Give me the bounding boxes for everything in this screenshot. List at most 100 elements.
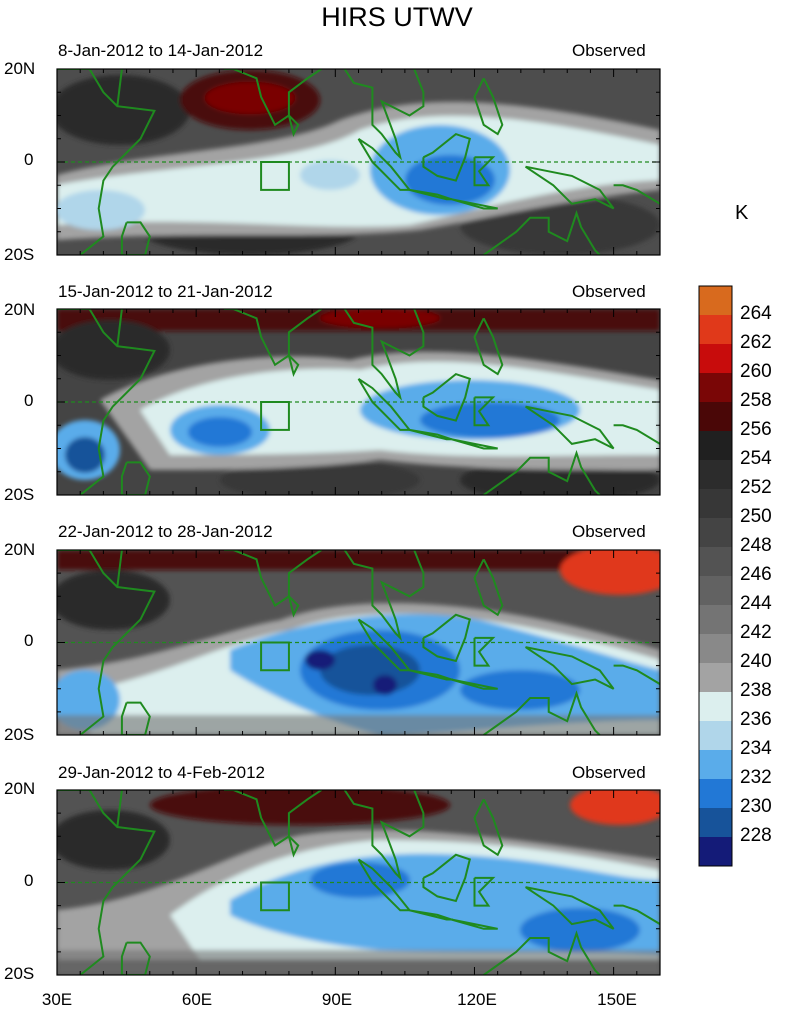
coastline — [451, 918, 498, 930]
coastline — [422, 853, 471, 903]
colorbar-label: 244 — [740, 593, 772, 614]
colorbar-swatch — [699, 692, 732, 722]
colorbar-swatch — [699, 286, 732, 316]
coastline — [613, 904, 660, 925]
coastline — [120, 701, 151, 735]
colorbar-label: 236 — [740, 709, 772, 730]
lon-150e: 150E — [597, 990, 637, 1009]
coastline — [357, 377, 412, 431]
lon-30e: 30E — [41, 990, 73, 1009]
coastline — [224, 790, 322, 847]
coastline — [524, 165, 615, 210]
colorbar-swatch — [699, 547, 732, 577]
coastline — [473, 396, 496, 427]
lon-60e: 60E — [181, 990, 213, 1009]
colorbar-label: 232 — [740, 767, 772, 788]
colorbar-swatch — [699, 489, 732, 519]
coastline — [120, 221, 151, 255]
colorbar-label: 238 — [740, 680, 772, 701]
colorbar-swatch — [699, 634, 732, 664]
coastline — [409, 428, 452, 441]
panel-1-map — [57, 69, 660, 255]
panel-3-map — [57, 550, 660, 735]
coastline — [357, 137, 412, 191]
coastline — [343, 790, 425, 882]
region-box — [260, 401, 290, 431]
coastline — [483, 449, 601, 495]
p1-lat-20n: 20N — [4, 59, 36, 78]
coastline — [409, 909, 452, 921]
coastline — [473, 636, 496, 667]
coastline — [473, 317, 504, 376]
coastline — [613, 664, 660, 685]
colorbar-swatch — [699, 402, 732, 432]
coastline — [473, 156, 496, 187]
colorbar-unit: K — [735, 202, 749, 224]
coastline — [451, 678, 498, 690]
coastline — [57, 309, 156, 495]
coastline — [409, 188, 452, 201]
coastline — [422, 372, 471, 422]
colorbar-frame — [698, 285, 733, 867]
coastline — [343, 550, 425, 642]
colorbar-swatch — [699, 373, 732, 403]
colorbar-swatch — [699, 808, 732, 838]
colorbar-label: 240 — [740, 651, 772, 672]
colorbar-label: 228 — [740, 825, 772, 846]
panel-4-observed: Observed — [572, 763, 646, 782]
colorbar-label: 242 — [740, 622, 772, 643]
panel-2-observed: Observed — [572, 282, 646, 301]
colorbar-swatch — [699, 663, 732, 693]
p4-lat-20s: 20S — [4, 964, 35, 983]
colorbar-label: 256 — [740, 419, 772, 440]
p3-lat-20s: 20S — [4, 725, 35, 744]
coastline — [57, 550, 156, 735]
panel-4-period: 29-Jan-2012 to 4-Feb-2012 — [58, 763, 265, 782]
coastline — [57, 790, 156, 975]
p4-lat-20n: 20N — [4, 779, 36, 798]
coastline — [473, 876, 496, 907]
colorbar-swatch — [699, 431, 732, 461]
colorbar-label: 246 — [740, 564, 772, 585]
colorbar-label: 258 — [740, 390, 772, 411]
panel-4-overlays — [57, 790, 660, 975]
coastline — [422, 613, 471, 663]
coastline — [343, 309, 425, 401]
colorbar-label: 262 — [740, 332, 772, 353]
colorbar-label: 254 — [740, 448, 772, 469]
p4-lat-0: 0 — [24, 871, 34, 890]
coastline — [409, 669, 452, 681]
panel-1-period: 8-Jan-2012 to 14-Jan-2012 — [58, 41, 264, 60]
lon-90e: 90E — [321, 990, 353, 1009]
coastline — [451, 438, 498, 450]
coastline — [116, 309, 123, 347]
p3-lat-0: 0 — [24, 631, 34, 650]
coastline — [224, 69, 322, 127]
panel-1-overlays — [57, 69, 660, 255]
colorbar-swatch — [699, 605, 732, 635]
coastline — [357, 858, 412, 912]
panel-3-observed: Observed — [572, 522, 646, 541]
p3-lat-20n: 20N — [4, 540, 36, 559]
colorbar-swatch — [699, 837, 732, 867]
coastline — [287, 595, 300, 618]
coastline — [120, 941, 151, 975]
coastline — [524, 646, 615, 690]
coastline — [473, 558, 504, 617]
colorbar-label: 264 — [740, 303, 772, 324]
colorbar-swatch — [699, 576, 732, 606]
coastline — [483, 690, 601, 735]
coastline — [287, 114, 300, 137]
colorbar-swatch — [699, 344, 732, 374]
coastline — [224, 309, 322, 367]
coastline — [473, 77, 504, 136]
coastline — [524, 405, 615, 450]
colorbar-swatch — [699, 721, 732, 751]
coastline — [357, 618, 412, 672]
region-box — [260, 161, 290, 191]
colorbar-label: 250 — [740, 506, 772, 527]
coastline — [120, 461, 151, 495]
coastline — [116, 550, 123, 588]
p2-lat-20n: 20N — [4, 300, 36, 319]
